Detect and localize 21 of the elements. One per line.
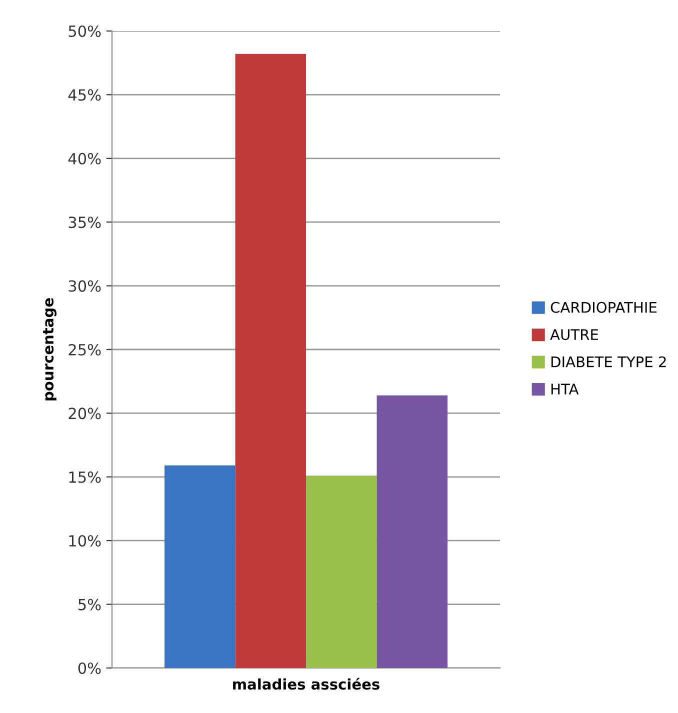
- y-axis-title: pourcentage: [43, 298, 57, 400]
- y-tick-label: 25%: [68, 344, 101, 356]
- bar: [235, 54, 306, 668]
- y-tick-label: 10%: [69, 535, 101, 547]
- y-tick-label: 50%: [68, 25, 101, 38]
- y-tick-label: 30%: [68, 280, 101, 292]
- legend-label: DIABETE TYPE 2: [551, 356, 666, 368]
- y-tick-label: 15%: [69, 471, 101, 483]
- y-tick-label: 45%: [68, 89, 101, 101]
- y-tick-label: 20%: [68, 408, 101, 420]
- bar: [376, 395, 448, 668]
- y-tick-label: 40%: [68, 152, 101, 164]
- legend-label: CARDIOPATHIE: [550, 302, 656, 313]
- legend-label: AUTRE: [550, 329, 598, 340]
- bar: [164, 465, 236, 668]
- y-tick-label: 0%: [78, 662, 101, 674]
- y-tick-label: 5%: [78, 598, 101, 610]
- x-axis-title: maladies assciées: [233, 678, 380, 690]
- bar: [306, 476, 377, 668]
- legend-label: HTA: [551, 384, 579, 394]
- y-tick-label: 35%: [68, 216, 101, 228]
